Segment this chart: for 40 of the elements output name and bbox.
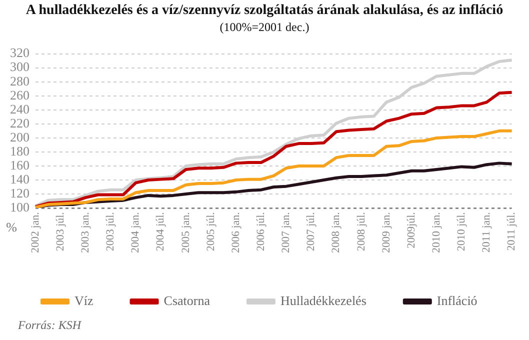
text: Forrás: KSH	[17, 318, 82, 334]
legend-label: Csatorna	[164, 292, 210, 308]
x-tick-label: 2004 jan.	[130, 212, 142, 254]
chart-subtitle: (100%=2001 dec.)	[220, 20, 310, 34]
x-tick-label: 2008 jan.	[330, 212, 342, 254]
x-tick-label: 2003 jan.	[80, 212, 92, 254]
y-axis-title: %	[6, 219, 18, 234]
y-tick-label: 140	[10, 171, 30, 186]
x-tick-label: 2006 jan.	[230, 212, 242, 254]
x-tick-label: 2011 jan.	[480, 212, 493, 253]
x-tick-label: 2007 jan.	[280, 212, 292, 254]
y-tick-label: 160	[10, 157, 30, 172]
x-tick-label: 2010 júl.	[456, 212, 468, 252]
x-tick-label: 2008 júl.	[355, 212, 368, 252]
legend-label: Víz	[74, 292, 94, 308]
x-tick-label: 2003 júl.	[104, 212, 117, 252]
y-tick-label: 260	[10, 87, 30, 102]
y-tick-label: 240	[10, 101, 30, 116]
x-tick-label: 2003 júl.	[54, 212, 66, 252]
chart-title: A hulladékkezelés és a víz/szennyvíz szolgáltatás árának alakulása, és az infláció	[26, 3, 504, 18]
x-tick-label: 2005 júl.	[204, 212, 217, 252]
y-tick-label: 200	[10, 129, 30, 144]
x-tick-label: 2006 júl.	[255, 212, 268, 252]
y-tick-label: 320	[10, 45, 30, 60]
legend-label: Hulladékkezelés	[280, 292, 366, 308]
y-tick-label: 180	[10, 143, 30, 158]
x-tick-label: 2004 júl.	[154, 212, 167, 252]
y-tick-label: 300	[10, 59, 30, 74]
x-tick-label: 2005 jan.	[180, 212, 192, 254]
y-tick-label: 220	[10, 115, 30, 130]
x-tick-label: 2010 jan.	[430, 212, 442, 254]
x-tick-label: 2011 júl.	[506, 212, 518, 251]
y-tick-label: 280	[10, 73, 30, 88]
y-tick-label: 100	[10, 199, 30, 214]
legend-label: Infláció	[436, 292, 478, 308]
x-tick-label: 2002 jan.	[29, 212, 42, 254]
x-tick-label: 2009júl.	[405, 212, 418, 248]
y-tick-label: 120	[10, 185, 30, 200]
x-tick-label: 2007 júl.	[305, 212, 318, 252]
x-tick-label: 2009 jan.	[380, 212, 392, 254]
